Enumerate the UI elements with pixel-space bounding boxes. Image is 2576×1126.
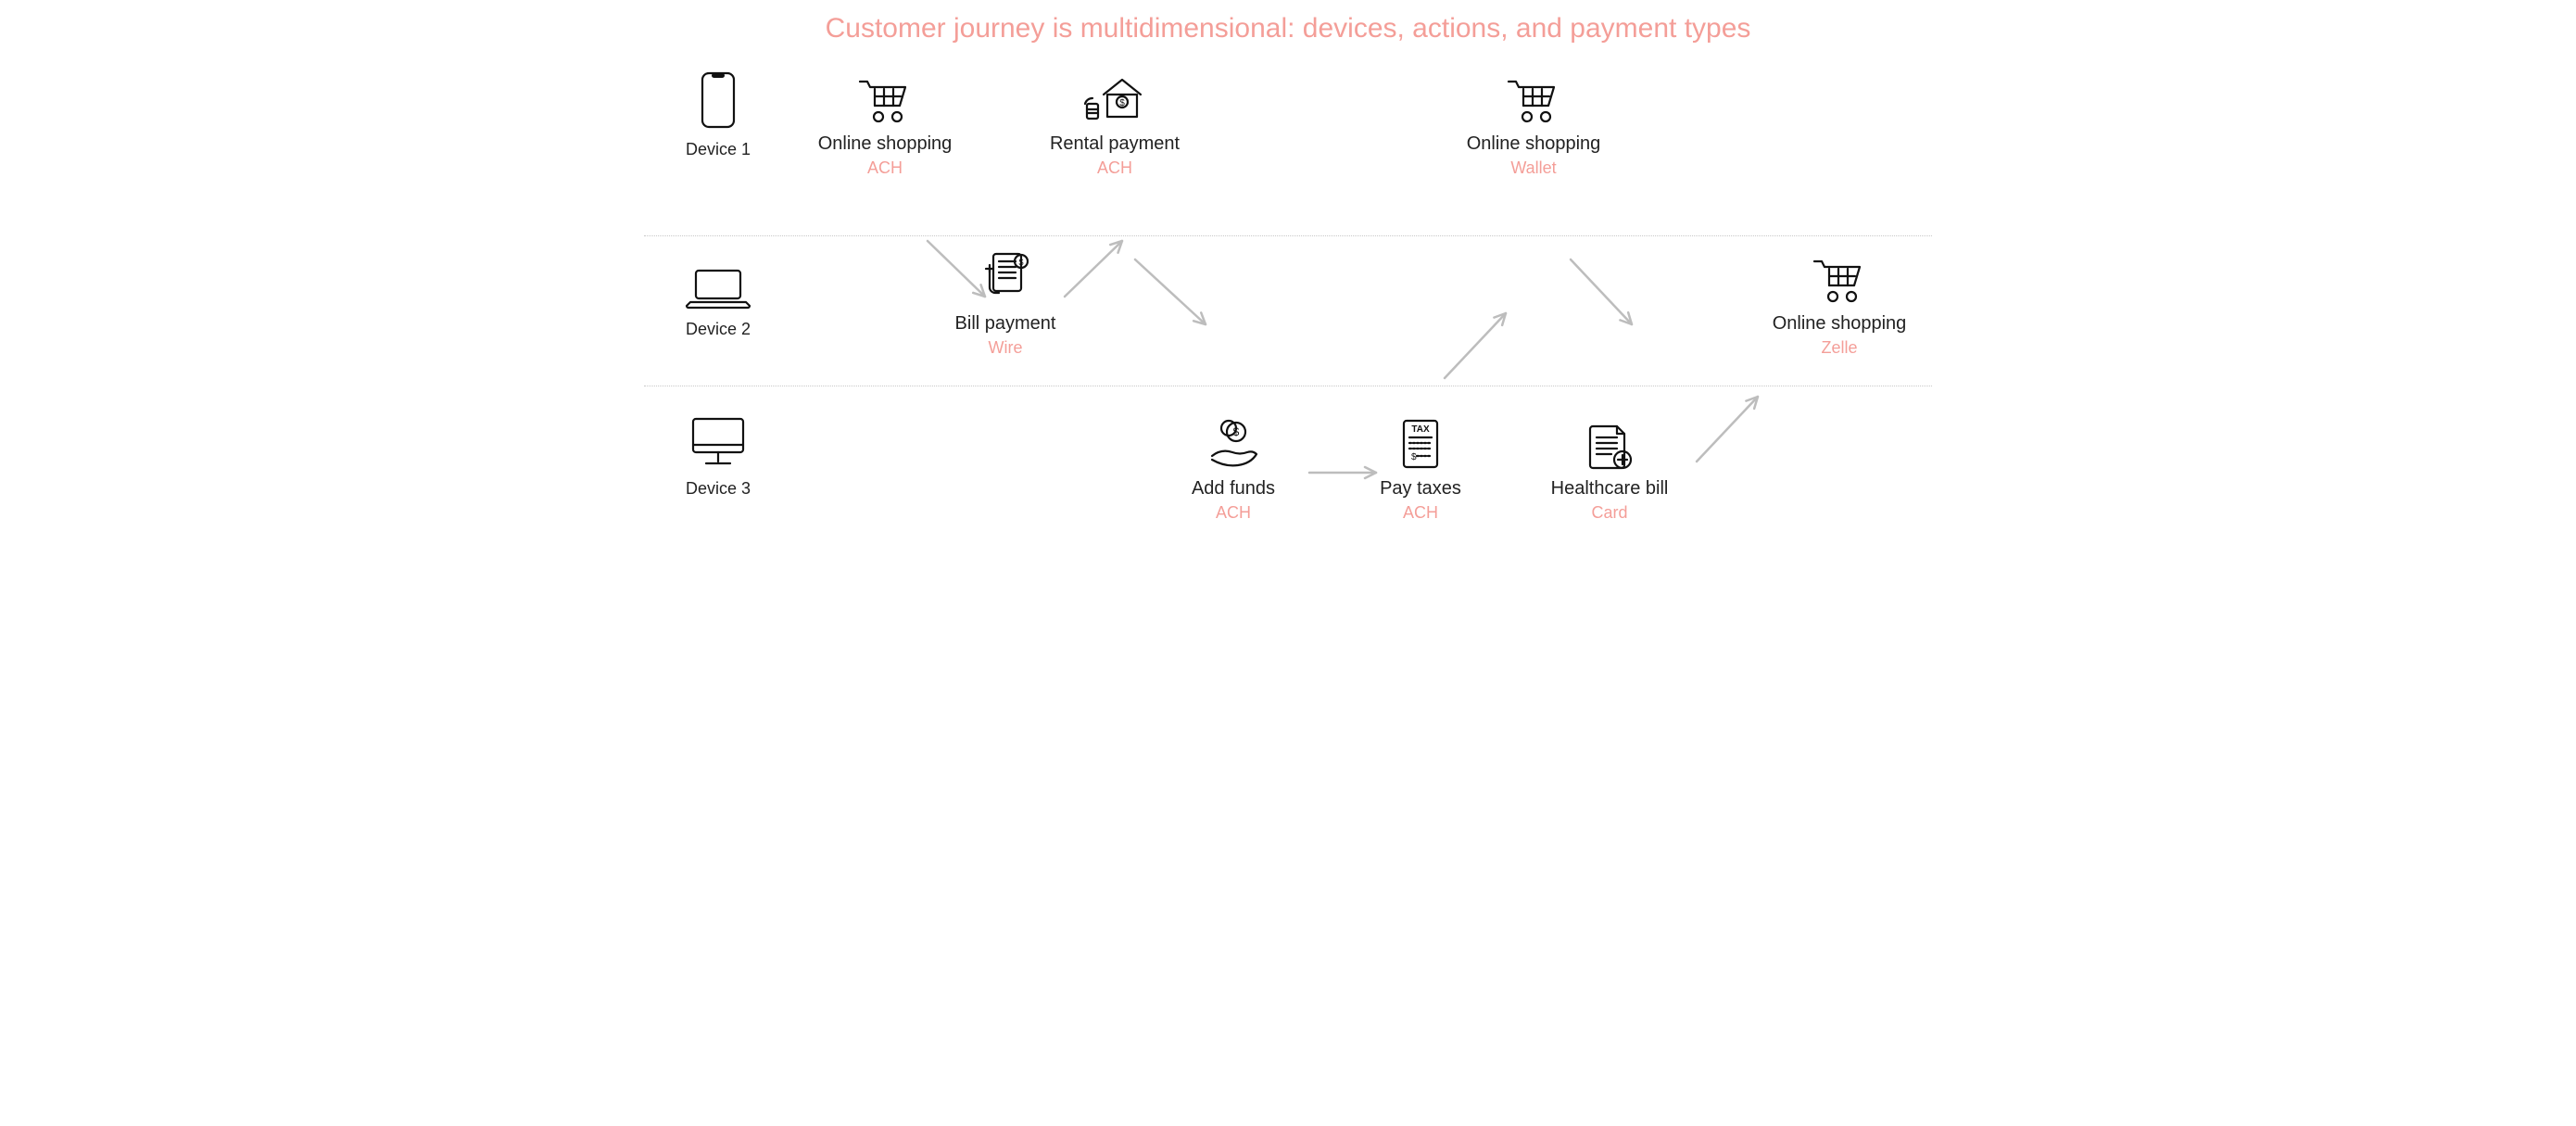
funds-icon: $ — [1150, 415, 1317, 471]
arrow-n7-n3 — [1445, 313, 1506, 378]
node-n8: Healthcare bill Card — [1526, 415, 1693, 523]
svg-text:TAX: TAX — [1411, 424, 1430, 435]
device-3: Device 3 — [672, 415, 764, 499]
device-2: Device 2 — [672, 267, 764, 339]
node-n3: Online shopping Wallet — [1450, 70, 1617, 178]
node-payment-type: ACH — [1150, 503, 1317, 523]
node-n5: Online shopping Zelle — [1756, 250, 1923, 358]
healthcare-icon — [1526, 415, 1693, 471]
device-label: Device 2 — [672, 320, 764, 339]
page-title: Customer journey is multidimensional: de… — [644, 13, 1932, 44]
node-payment-type: Card — [1526, 503, 1693, 523]
arrow-n8-n5 — [1697, 397, 1758, 462]
node-payment-type: ACH — [1031, 158, 1198, 178]
node-n7: TAX $ Pay taxes ACH — [1337, 415, 1504, 523]
svg-text:$: $ — [1018, 258, 1023, 267]
node-label: Add funds — [1150, 478, 1317, 500]
node-payment-type: Wire — [922, 338, 1089, 358]
arrow-n3-n8 — [1571, 259, 1632, 324]
node-n6: $ Add funds ACH — [1150, 415, 1317, 523]
node-label: Pay taxes — [1337, 478, 1504, 500]
cart-icon — [1756, 250, 1923, 306]
node-label: Online shopping — [1450, 133, 1617, 155]
svg-text:$: $ — [1119, 98, 1125, 108]
node-n1: Online shopping ACH — [802, 70, 968, 178]
rental-icon: $ — [1031, 70, 1198, 126]
row-separator-1 — [644, 235, 1932, 236]
device-label: Device 3 — [672, 479, 764, 499]
node-payment-type: Wallet — [1450, 158, 1617, 178]
node-payment-type: ACH — [1337, 503, 1504, 523]
node-label: Rental payment — [1031, 133, 1198, 155]
arrow-n4-n6 — [1135, 259, 1206, 324]
node-label: Online shopping — [1756, 313, 1923, 335]
svg-text:$: $ — [1411, 452, 1417, 462]
device-1: Device 1 — [672, 70, 764, 159]
node-label: Bill payment — [922, 313, 1089, 335]
cart-icon — [1450, 70, 1617, 126]
node-n2: $ Rental payment ACH — [1031, 70, 1198, 178]
laptop-icon — [672, 267, 764, 314]
node-payment-type: Zelle — [1756, 338, 1923, 358]
node-n4: $ Bill payment Wire — [922, 250, 1089, 358]
node-label: Healthcare bill — [1526, 478, 1693, 500]
bill-icon: $ — [922, 250, 1089, 306]
node-payment-type: ACH — [802, 158, 968, 178]
smartphone-icon — [672, 70, 764, 134]
cart-icon — [802, 70, 968, 126]
tax-icon: TAX $ — [1337, 415, 1504, 471]
device-label: Device 1 — [672, 140, 764, 159]
node-label: Online shopping — [802, 133, 968, 155]
desktop-icon — [672, 415, 764, 474]
